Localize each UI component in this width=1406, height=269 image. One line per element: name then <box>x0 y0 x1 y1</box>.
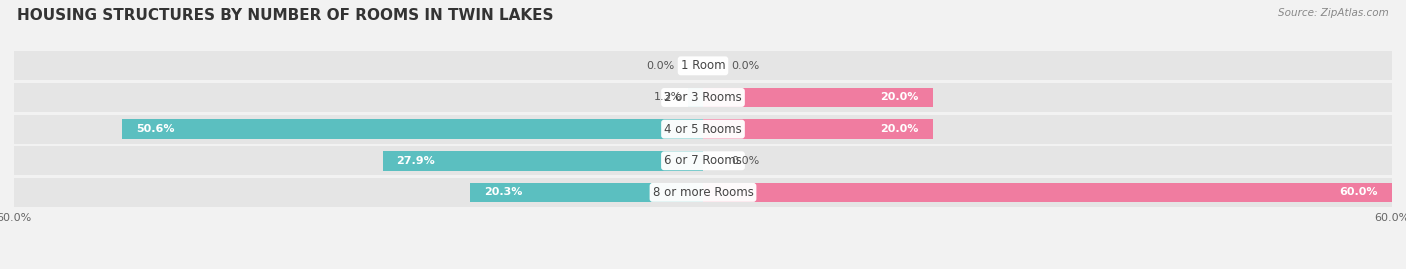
Text: 20.0%: 20.0% <box>880 124 920 134</box>
Legend: Owner-occupied, Renter-occupied: Owner-occupied, Renter-occupied <box>578 266 828 269</box>
Text: 1 Room: 1 Room <box>681 59 725 72</box>
Text: 0.0%: 0.0% <box>731 61 761 71</box>
Text: 60.0%: 60.0% <box>1340 187 1378 197</box>
Bar <box>703 183 1392 202</box>
Bar <box>470 183 703 202</box>
Bar <box>122 119 703 139</box>
Bar <box>703 119 932 139</box>
Text: 20.3%: 20.3% <box>484 187 522 197</box>
Bar <box>14 178 1392 207</box>
Bar <box>14 115 1392 144</box>
Text: 0.0%: 0.0% <box>731 156 761 166</box>
Bar <box>14 51 1392 80</box>
Bar <box>14 83 1392 112</box>
Bar <box>703 88 932 107</box>
Text: 1.3%: 1.3% <box>654 93 682 102</box>
Text: 6 or 7 Rooms: 6 or 7 Rooms <box>664 154 742 167</box>
Bar <box>382 151 703 171</box>
Bar <box>688 88 703 107</box>
Text: Source: ZipAtlas.com: Source: ZipAtlas.com <box>1278 8 1389 18</box>
Text: HOUSING STRUCTURES BY NUMBER OF ROOMS IN TWIN LAKES: HOUSING STRUCTURES BY NUMBER OF ROOMS IN… <box>17 8 554 23</box>
Text: 2 or 3 Rooms: 2 or 3 Rooms <box>664 91 742 104</box>
Text: 20.0%: 20.0% <box>880 93 920 102</box>
Text: 0.0%: 0.0% <box>645 61 675 71</box>
Bar <box>14 146 1392 175</box>
Text: 8 or more Rooms: 8 or more Rooms <box>652 186 754 199</box>
Text: 27.9%: 27.9% <box>396 156 436 166</box>
Text: 50.6%: 50.6% <box>136 124 174 134</box>
Text: 4 or 5 Rooms: 4 or 5 Rooms <box>664 123 742 136</box>
